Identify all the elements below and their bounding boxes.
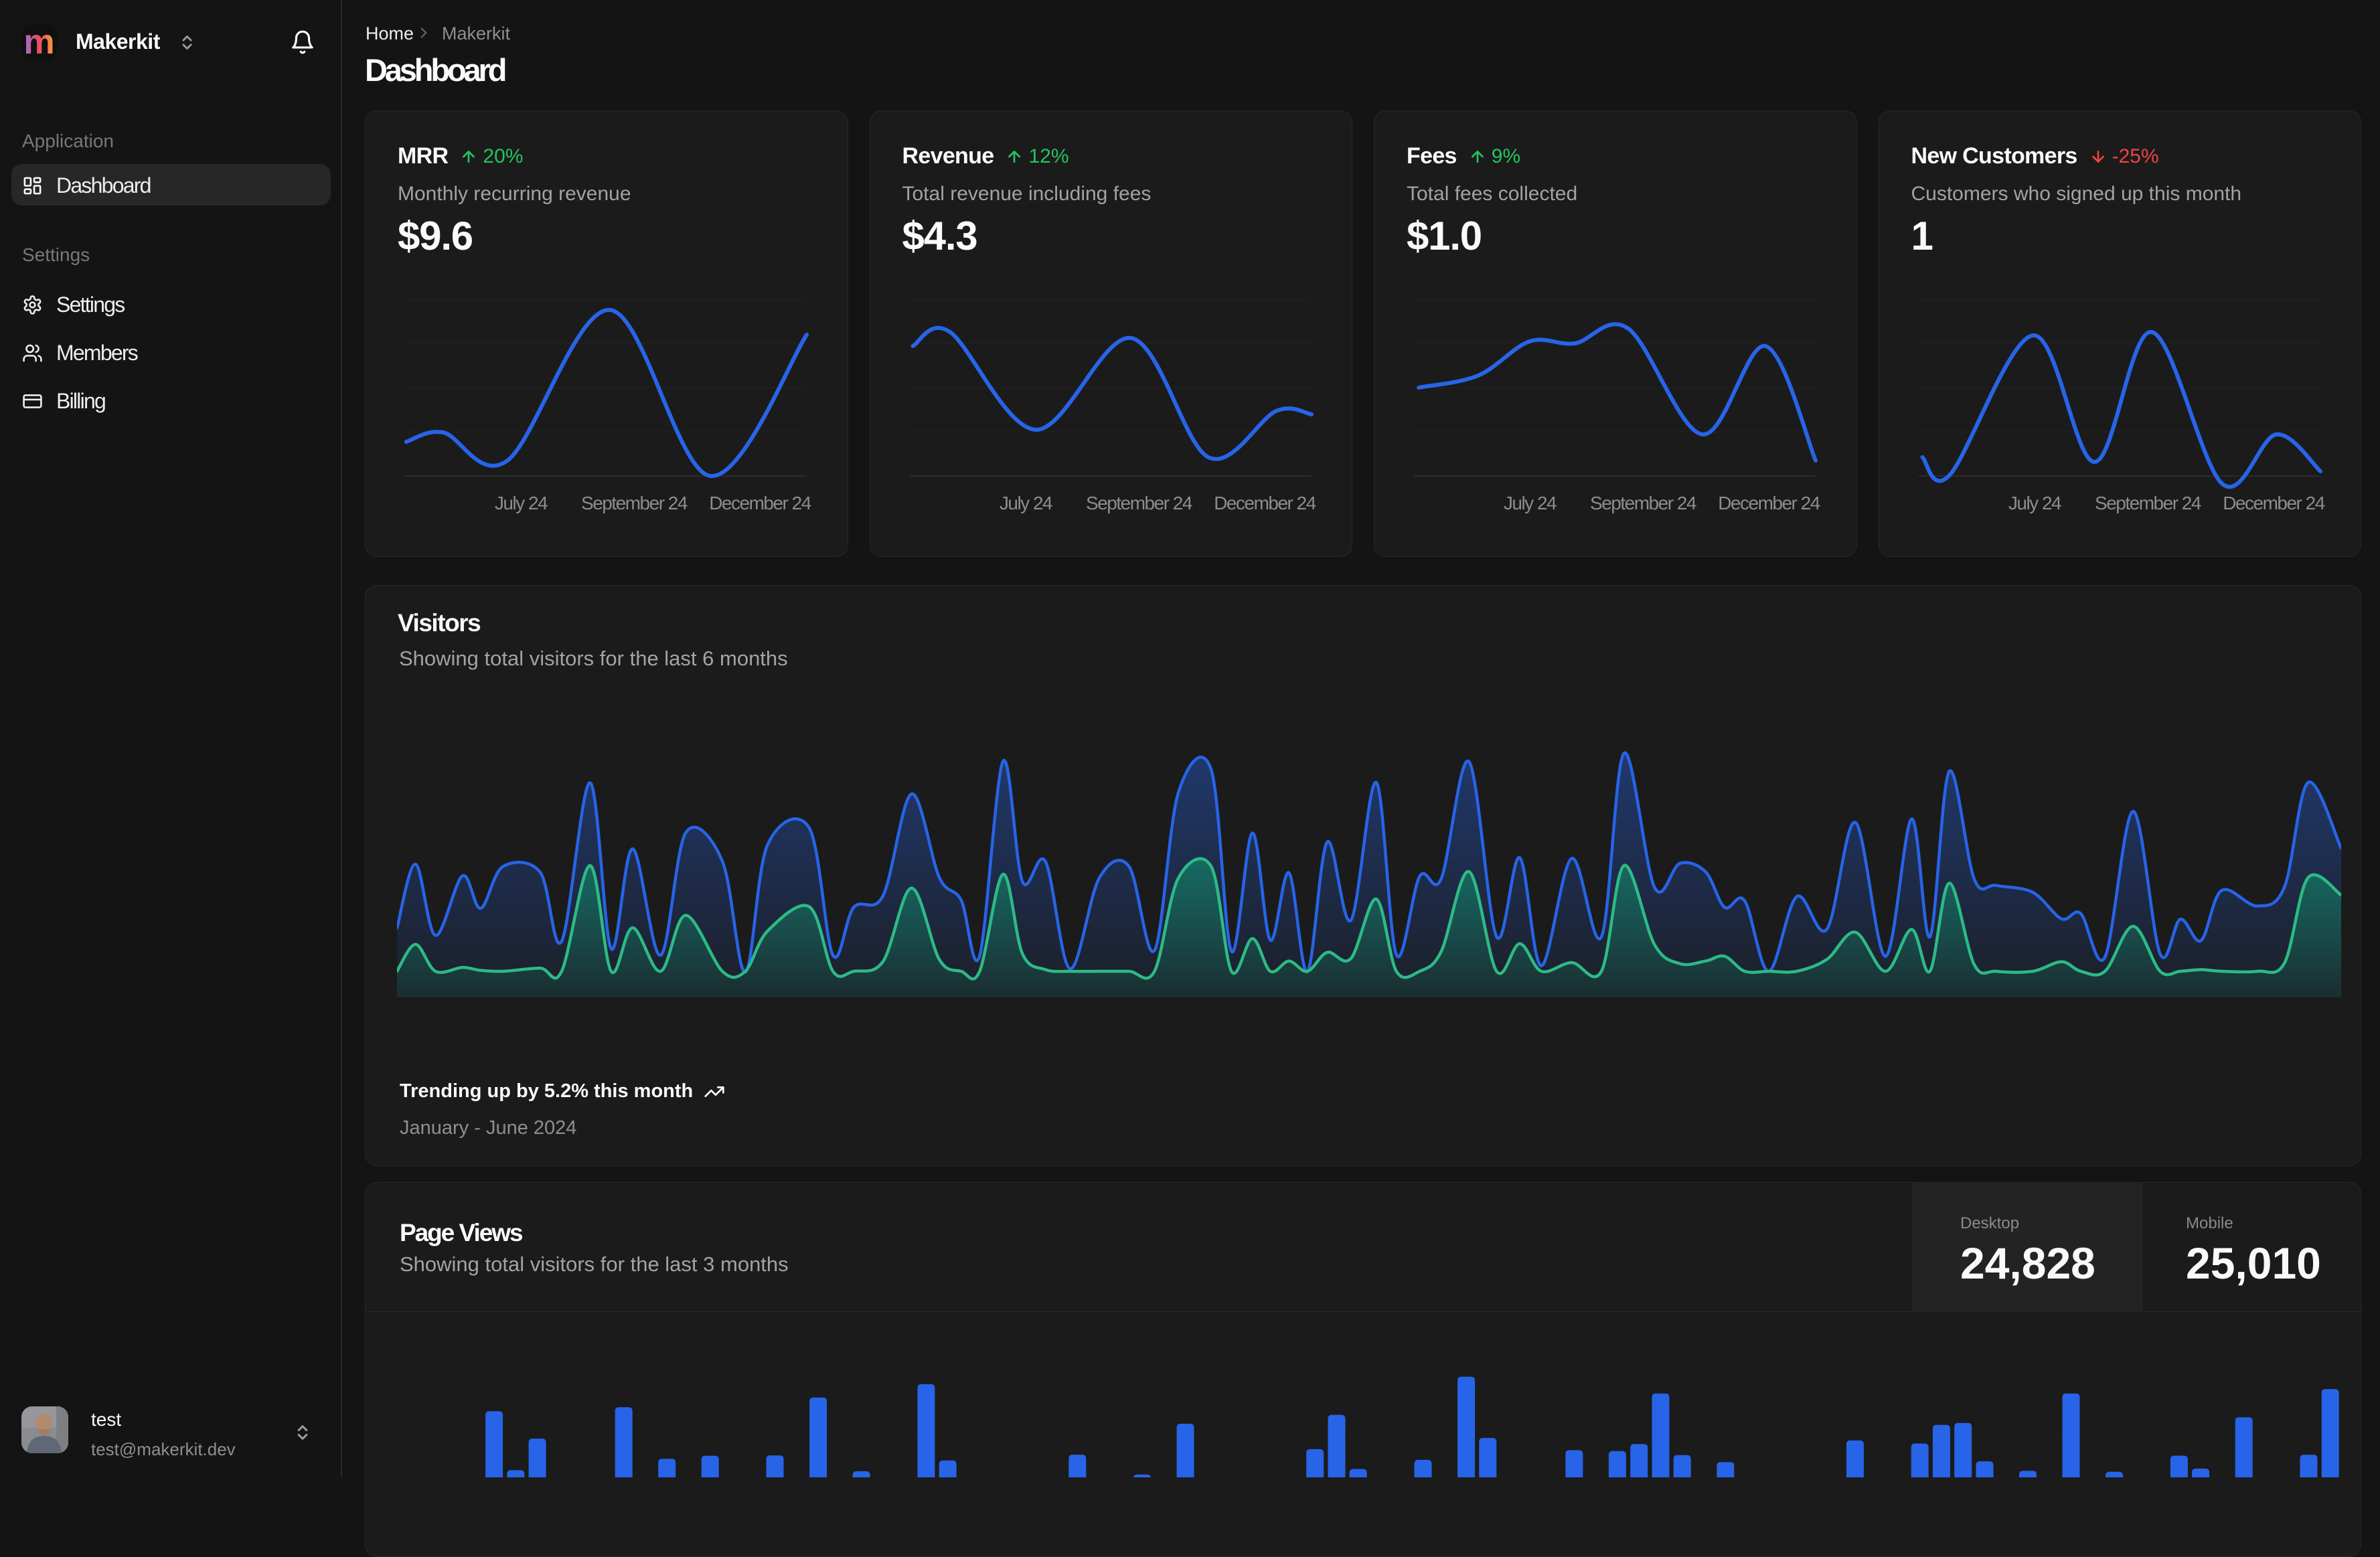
svg-text:July 24: July 24 bbox=[2008, 493, 2061, 513]
svg-text:m: m bbox=[23, 25, 54, 60]
svg-text:July 24: July 24 bbox=[1504, 493, 1557, 513]
svg-text:September 24: September 24 bbox=[1086, 493, 1192, 513]
svg-text:September 24: September 24 bbox=[581, 493, 688, 513]
svg-text:December 24: December 24 bbox=[2223, 493, 2325, 513]
svg-text:December 24: December 24 bbox=[709, 493, 811, 513]
svg-text:December 24: December 24 bbox=[1718, 493, 1820, 513]
svg-text:July 24: July 24 bbox=[999, 493, 1052, 513]
svg-text:July 24: July 24 bbox=[495, 493, 548, 513]
svg-text:September 24: September 24 bbox=[2095, 493, 2201, 513]
svg-text:December 24: December 24 bbox=[1214, 493, 1316, 513]
svg-text:September 24: September 24 bbox=[1590, 493, 1696, 513]
